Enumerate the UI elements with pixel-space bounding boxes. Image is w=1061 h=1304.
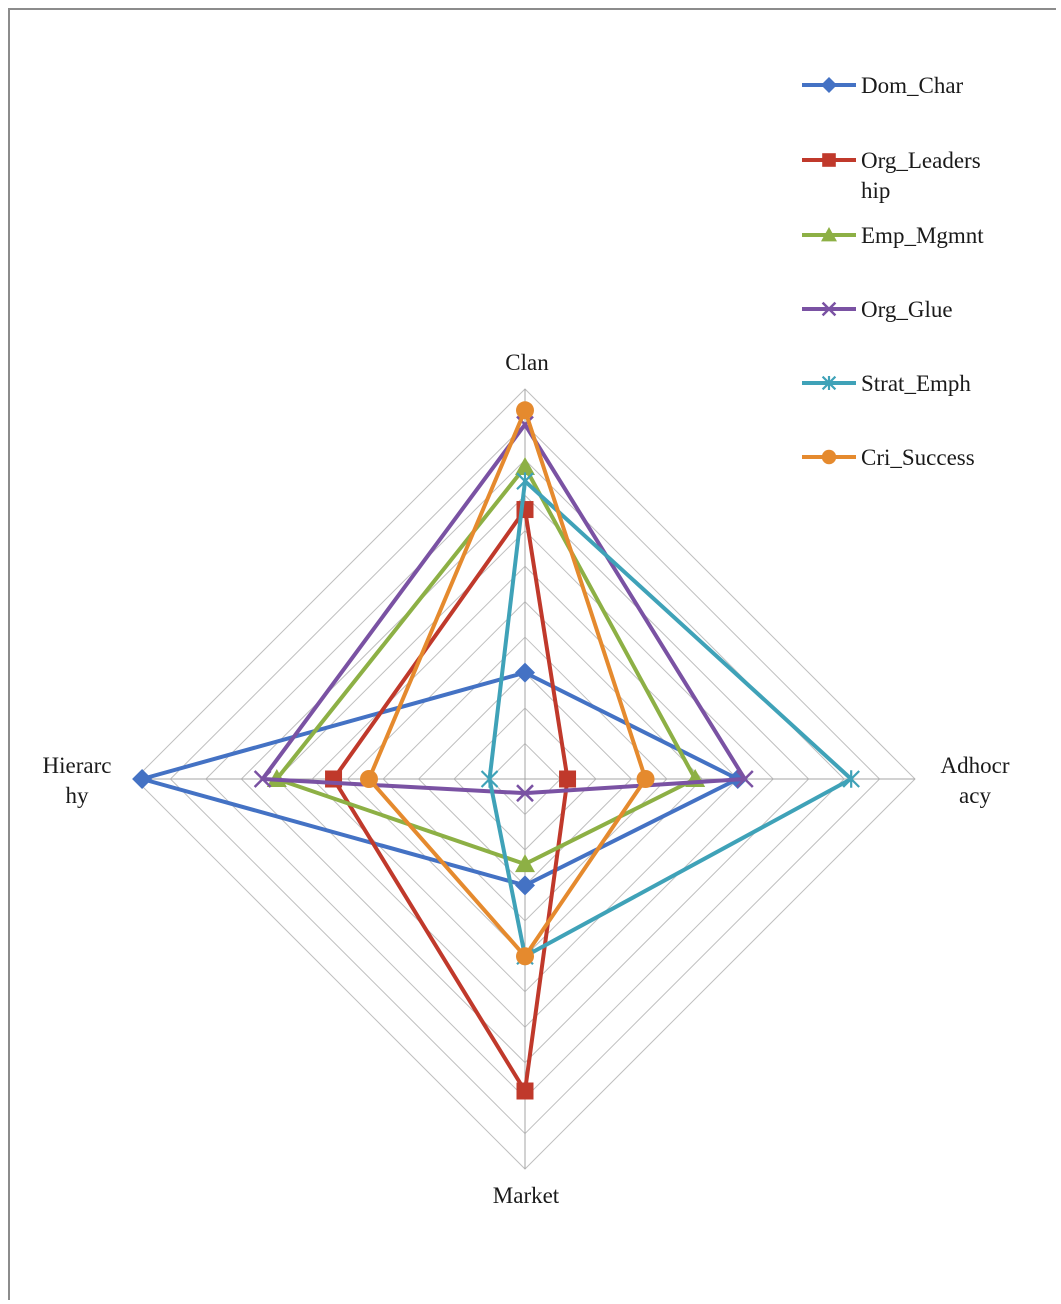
marker-circle	[821, 449, 837, 465]
marker-x	[253, 770, 272, 788]
legend-label: Cri_Success	[861, 445, 975, 470]
category-label-market: Market	[493, 1183, 560, 1208]
legend-item-emp-mgmnt: Emp_Mgmnt	[802, 223, 984, 248]
legend-item-org-leadership: Org_Leaders hip	[802, 148, 981, 203]
marker-diamond	[515, 875, 535, 896]
marker-star	[842, 770, 860, 788]
series-line	[487, 479, 854, 959]
series-cri-success	[360, 401, 655, 966]
legend-label: Emp_Mgmnt	[861, 223, 984, 248]
radar-series	[132, 401, 860, 1100]
marker-star	[480, 770, 499, 788]
marker-square	[516, 1082, 534, 1100]
marker-circle	[516, 947, 534, 966]
marker-star	[516, 472, 534, 490]
marker-triangle	[821, 227, 837, 242]
series-dom-char	[132, 662, 748, 896]
series-emp-mgmnt	[266, 457, 706, 873]
category-labels: Clan Adhocr acy Market Hierarc hy	[43, 350, 1010, 1208]
category-label-adhocracy: Adhocr acy	[941, 753, 1010, 808]
legend: Dom_Char Org_Leaders hip Emp_Mgmnt Org_Glue S…	[802, 73, 984, 470]
marker-diamond	[132, 769, 153, 789]
marker-x	[516, 784, 534, 803]
marker-circle	[360, 770, 378, 788]
legend-item-strat-emph: Strat_Emph	[802, 371, 971, 396]
legend-label: Dom_Char	[861, 73, 964, 98]
legend-label: Org_Leaders hip	[861, 148, 981, 203]
radar-grid	[134, 388, 916, 1170]
marker-x	[735, 770, 754, 788]
marker-diamond	[515, 662, 535, 683]
marker-circle	[636, 770, 655, 788]
legend-label: Org_Glue	[861, 297, 953, 322]
marker-diamond	[821, 77, 837, 93]
legend-label: Strat_Emph	[861, 371, 971, 396]
marker-square	[822, 153, 836, 167]
marker-triangle	[515, 854, 535, 873]
series-org-glue	[253, 415, 754, 803]
marker-triangle	[515, 457, 535, 475]
category-label-clan: Clan	[505, 350, 549, 375]
legend-item-org-glue: Org_Glue	[802, 297, 953, 322]
legend-item-cri-success: Cri_Success	[802, 445, 975, 470]
legend-item-dom-char: Dom_Char	[802, 73, 964, 98]
marker-square	[559, 770, 577, 788]
marker-star	[821, 375, 837, 391]
marker-circle	[516, 401, 534, 420]
marker-x	[821, 301, 837, 317]
series-line	[274, 465, 698, 867]
category-label-hierarchy: Hierarc hy	[43, 753, 112, 808]
